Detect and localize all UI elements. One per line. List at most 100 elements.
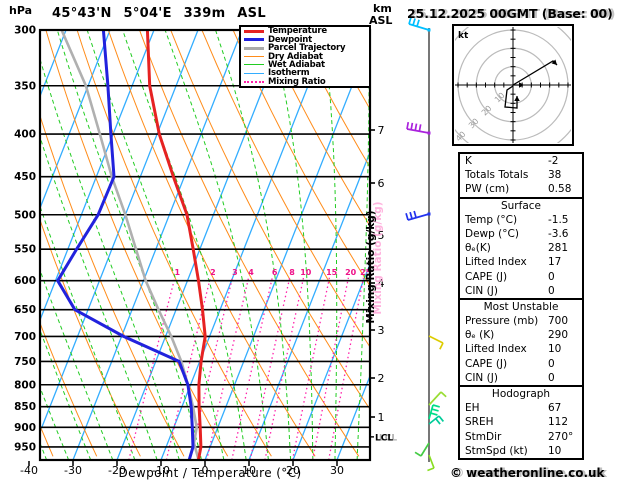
legend-item: Mixing Ratio <box>244 76 369 87</box>
pressure-tick-label: 600 <box>14 275 36 287</box>
legend-line-swatch <box>244 64 264 66</box>
legend-box: Temperature Dewpoint Parcel Trajectory Dry … <box>239 25 371 88</box>
index-value: 10 <box>548 444 562 457</box>
temp-tick-label: -20 <box>108 464 126 477</box>
wind-barb <box>427 454 435 472</box>
index-label: Pressure (mb) <box>465 315 539 328</box>
legend-item: Temperature <box>244 26 369 37</box>
km-tick-label: 1 <box>378 411 385 424</box>
index-row: StmSpd (kt) 10 <box>460 444 582 458</box>
index-row: StmDir 270° <box>460 430 582 444</box>
pressure-tick-label: 950 <box>14 441 36 453</box>
index-row: Totals Totals 38 <box>460 168 582 182</box>
index-value: -3.6 <box>548 227 569 240</box>
index-row: Lifted Index 17 <box>460 255 582 269</box>
wind-barb <box>408 17 431 32</box>
station-title: 45°43'N 5°04'E 339m ASL <box>52 6 266 21</box>
index-value: 700 <box>548 315 569 328</box>
legend-label: Dry Adiabat <box>268 51 323 62</box>
mixing-ratio-axis-label: Mixing Ratio (g/kg) <box>365 210 377 323</box>
index-value: -1.5 <box>548 213 569 226</box>
index-row: CAPE (J) 0 <box>460 357 582 371</box>
index-label: θₑ (K) <box>465 329 495 342</box>
index-row: PW (cm) 0.58 <box>460 182 582 196</box>
index-value: 38 <box>548 169 562 182</box>
temperature-trace <box>145 31 207 459</box>
km-tick-label: 7 <box>378 124 385 137</box>
index-value: 0 <box>548 371 555 384</box>
hodograph-unit-label: kt <box>458 31 469 41</box>
x-axis-title: Dewpoint / Temperature (°C) <box>118 466 302 480</box>
altitude-unit-km: km <box>373 2 392 15</box>
wind-barb <box>406 121 431 135</box>
index-label: Temp (°C) <box>465 213 518 226</box>
index-row: Lifted Index 10 <box>460 342 582 356</box>
index-row: CAPE (J) 0 <box>460 270 582 284</box>
index-row: CIN (J) 0 <box>460 371 582 385</box>
index-value: 0 <box>548 284 555 297</box>
legend-label: Mixing Ratio <box>268 76 326 87</box>
temp-tick-label: -10 <box>152 464 170 477</box>
pressure-unit-label: hPa <box>9 4 33 17</box>
svg-text:Mixing Ratio (g/kg): Mixing Ratio (g/kg) <box>372 201 384 314</box>
legend-line-swatch <box>244 29 264 33</box>
legend-label: Wet Adiabat <box>268 59 325 70</box>
mixing-ratio-value-label: 15 <box>326 268 338 277</box>
pressure-tick-label: 750 <box>14 356 36 368</box>
mixing-ratio-value-label: 8 <box>289 268 295 277</box>
legend-label: Parcel Trajectory <box>268 43 346 54</box>
altitude-unit-asl: ASL <box>369 13 393 27</box>
mixing-ratio-value-label: 10 <box>300 268 312 277</box>
wind-barb <box>405 210 431 221</box>
legend-label: Temperature <box>268 26 327 37</box>
temp-tick-label: -30 <box>64 464 82 477</box>
svg-text:LCL: LCL <box>379 433 397 443</box>
legend-item: Wet Adiabat <box>244 61 369 69</box>
index-row: θₑ (K) 290 <box>460 328 582 342</box>
indices-section: K -2 Totals Totals 38 PW (cm) 0.58 <box>460 154 582 197</box>
section-header: Surface <box>500 199 541 212</box>
legend-item: Dry Adiabat <box>244 51 369 62</box>
index-row: K -2 <box>460 154 582 168</box>
mixing-ratio-value-label: 3 <box>232 268 238 277</box>
index-label: CAPE (J) <box>465 270 508 283</box>
index-row: SREH 112 <box>460 415 582 429</box>
pressure-tick-label: 550 <box>14 244 36 256</box>
legend-label: Dewpoint <box>268 34 313 45</box>
wind-barb <box>428 335 444 350</box>
index-value: 10 <box>548 343 562 356</box>
index-label: EH <box>465 402 480 415</box>
index-row: Dewp (°C) -3.6 <box>460 227 582 241</box>
index-label: CIN (J) <box>465 284 498 297</box>
mixing-ratio-value-label: 25 <box>360 268 372 277</box>
indices-section: Most Unstable Pressure (mb) 700 θₑ (K) 290 Li… <box>460 297 582 385</box>
km-tick-label: 5 <box>378 229 385 242</box>
pressure-tick-label: 400 <box>14 129 36 141</box>
index-value: 270° <box>548 430 574 443</box>
indices-panel: K -2 Totals Totals 38 PW (cm) 0.58 Surface Temp… <box>458 152 584 460</box>
pressure-tick-label: 300 <box>14 25 36 37</box>
index-label: CAPE (J) <box>465 357 508 370</box>
index-label: CIN (J) <box>465 371 498 384</box>
index-row: Pressure (mb) 700 <box>460 314 582 328</box>
index-row: EH 67 <box>460 401 582 415</box>
legend-line-swatch <box>244 38 264 42</box>
grid-layer <box>41 31 369 459</box>
pressure-tick-label: 700 <box>14 331 36 343</box>
km-tick-label: 4 <box>378 277 385 290</box>
indices-section: Surface Temp (°C) -1.5 Dewp (°C) -3.6 θₑ(K) 28… <box>460 196 582 298</box>
temp-tick-label: 20 <box>286 464 300 477</box>
index-label: SREH <box>465 416 494 429</box>
index-value: -2 <box>548 155 559 167</box>
legend-item: Isotherm <box>244 69 369 78</box>
parcel-trajectory-trace <box>60 31 200 459</box>
index-value: 67 <box>548 402 562 415</box>
index-label: K <box>465 155 472 167</box>
pressure-tick-label: 500 <box>14 209 36 221</box>
wind-barb <box>428 404 440 420</box>
pressure-tick-label: 850 <box>14 401 36 413</box>
km-tick-label: 2 <box>378 372 385 385</box>
legend-line-swatch <box>244 46 264 50</box>
